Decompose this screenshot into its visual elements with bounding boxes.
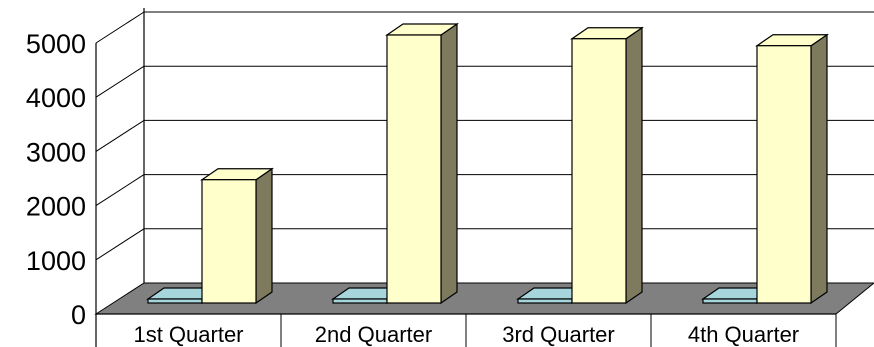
side-wall-gridline xyxy=(95,174,145,207)
x-axis-category-labels: 1st Quarter 2nd Quarter 3rd Quarter 4th Qua… xyxy=(133,322,799,347)
side-wall-gridline xyxy=(95,11,145,44)
bars xyxy=(146,22,829,305)
y-tick-label: 3000 xyxy=(26,137,86,167)
y-tick-label: 5000 xyxy=(26,29,86,59)
y-tick-label: 1000 xyxy=(26,246,86,276)
side-wall-gridline xyxy=(95,119,145,152)
bar-series2 xyxy=(755,33,829,305)
y-tick-label: 4000 xyxy=(26,83,86,113)
y-tick-label: 2000 xyxy=(26,192,86,222)
y-axis-tick-labels: 0 1000 2000 3000 4000 5000 xyxy=(26,29,86,330)
x-category-label: 4th Quarter xyxy=(688,322,799,347)
x-category-label: 1st Quarter xyxy=(133,322,243,347)
bar-series2 xyxy=(570,26,644,305)
bar-series2 xyxy=(200,167,274,305)
side-wall-gridline xyxy=(95,65,145,98)
axes xyxy=(95,8,837,347)
y-tick-label: 0 xyxy=(71,300,86,330)
bar-series2 xyxy=(385,22,459,305)
x-category-label: 3rd Quarter xyxy=(502,322,615,347)
side-wall-gridline xyxy=(95,228,145,261)
x-category-label: 2nd Quarter xyxy=(315,322,432,347)
